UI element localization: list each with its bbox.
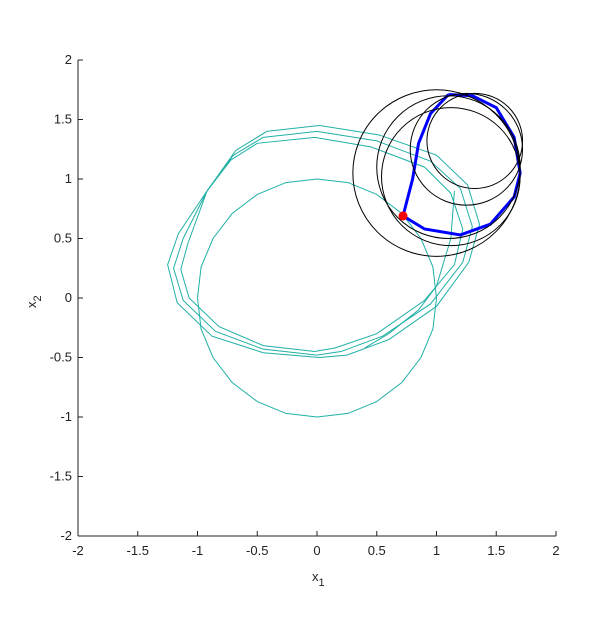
curve [173,130,473,356]
circle [409,92,524,206]
circle [426,92,524,190]
x-tick-label: 0 [313,543,320,558]
circle [381,107,521,247]
x-axis-label: x1 [312,569,325,589]
y-tick-label: -2 [60,528,72,543]
curve [167,124,481,359]
x-tick-label: -2 [72,543,84,558]
y-tick-label: 1 [65,171,72,186]
x-label-base: x [312,569,319,584]
y-tick-label: 2 [65,52,72,67]
x-tick-label: 2 [552,543,559,558]
y-tick-label: 0 [65,290,72,305]
point [398,211,408,221]
curve [180,136,464,353]
x-tick-label: -1.5 [127,543,149,558]
curve [196,178,437,418]
y-tick-label: -1 [60,409,72,424]
curve [401,93,522,237]
y-label-sub: 2 [32,295,44,301]
x-tick-label: -0.5 [246,543,268,558]
x-tick-label: 1.5 [487,543,505,558]
y-tick-label: 0.5 [54,231,72,246]
y-axis-label: x2 [24,295,44,308]
x-tick-label: 0.5 [368,543,386,558]
y-label-base: x [24,301,39,308]
x-tick-label: 1 [433,543,440,558]
y-tick-label: 1.5 [54,112,72,127]
curve [364,190,455,349]
y-tick-label: -1.5 [50,469,72,484]
y-tick-label: -0.5 [50,350,72,365]
circle [376,95,521,240]
x-label-sub: 1 [319,577,325,589]
x-tick-label: -1 [192,543,204,558]
